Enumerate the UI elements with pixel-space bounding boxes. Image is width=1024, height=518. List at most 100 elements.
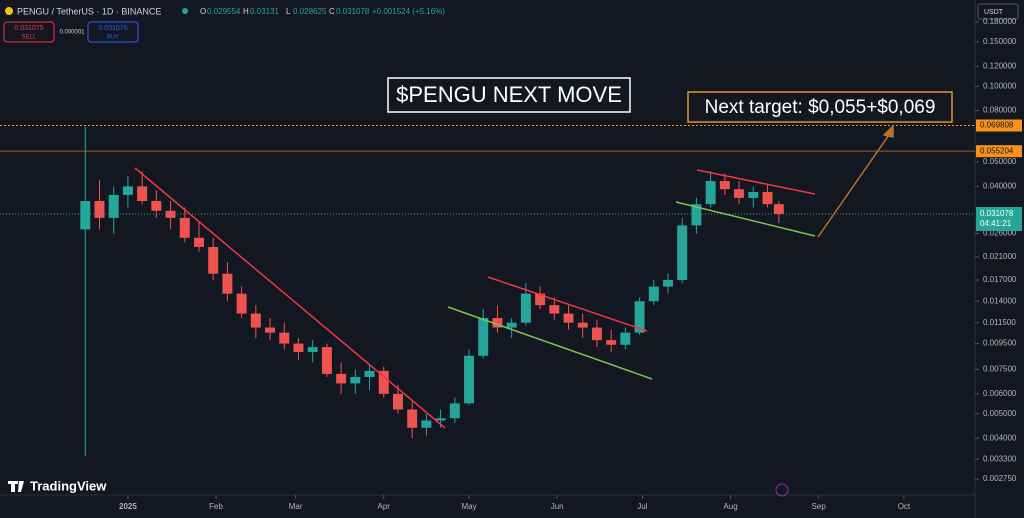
candle-body [407, 409, 418, 428]
y-tick-label: 0.021000 [983, 252, 1017, 261]
candle-body [549, 305, 560, 314]
alert-icon[interactable] [775, 483, 789, 497]
status-dot [182, 8, 188, 14]
currency-select[interactable] [977, 3, 1019, 20]
ohlc: O 0.029554 H 0.03131 L 0.028625 C 0.031078 +0.00… [200, 7, 445, 16]
candle-body [577, 322, 588, 328]
x-tick-label: Aug [723, 502, 737, 511]
trendline [487, 276, 648, 332]
candle-body [663, 279, 673, 287]
candle-body [506, 322, 517, 328]
trendline [447, 306, 653, 380]
candle-body [336, 373, 347, 384]
annotation: Next target: $0,055+$0,069 [705, 97, 936, 118]
candle-body [378, 370, 389, 394]
trendline [675, 201, 816, 237]
trendlines [134, 124, 894, 429]
y-tick-label: 0.006000 [983, 389, 1017, 398]
ohlc-key: L [286, 7, 291, 16]
trendline [134, 167, 446, 429]
candle-body [762, 192, 773, 205]
candle-body [80, 201, 91, 230]
candle-body [236, 293, 247, 314]
candle-body [492, 318, 503, 328]
y-tick-label: 0.014000 [983, 296, 1017, 305]
price-label: 0.069808 [980, 121, 1014, 130]
y-tick-label: 0.005000 [983, 409, 1017, 418]
candle-body [165, 210, 176, 218]
annotation-box [687, 91, 953, 123]
candle-body [350, 376, 361, 384]
ohlc-value: 0.03131 [250, 7, 279, 16]
x-tick-label: Jul [637, 502, 647, 511]
candle-body [250, 313, 261, 328]
candle-body [648, 286, 659, 302]
candle-body [421, 420, 432, 428]
candle-body [94, 201, 105, 218]
candle-body [748, 192, 759, 198]
y-tick-label: 0.003300 [983, 454, 1017, 463]
sell-price: 0.031075 [14, 25, 43, 32]
buy-price: 0.031076 [98, 25, 127, 32]
arrow [817, 131, 892, 238]
logo: TradingView [30, 478, 107, 493]
buy-button[interactable] [87, 21, 139, 43]
candle-body [151, 201, 162, 211]
candle-body [606, 340, 617, 345]
x-tick-label: Oct [898, 502, 911, 511]
x-tick-label: May [461, 502, 476, 511]
y-tick-label: 0.120000 [983, 61, 1017, 70]
sell-label: SELL [22, 35, 37, 41]
candle-body [321, 347, 332, 374]
candle-body [279, 332, 290, 344]
candle-body [194, 237, 204, 247]
candle-body [478, 318, 489, 356]
y-tick-label: 0.180000 [983, 17, 1017, 26]
candle-body [137, 186, 148, 202]
x-tick-label: Jun [551, 502, 564, 511]
buy-label: BUY [107, 35, 119, 41]
y-tick-label: 0.040000 [983, 182, 1017, 191]
candle-body [719, 181, 730, 190]
logo-icon [8, 481, 24, 492]
candle-body [293, 343, 304, 352]
candle-body [464, 355, 474, 404]
chart-title: $PENGU NEXT MOVE [396, 82, 622, 107]
plot [0, 125, 975, 456]
candle-body [222, 273, 233, 294]
currency: USDT [984, 9, 1004, 16]
candle-body [307, 347, 318, 352]
y-tick-label: 0.017000 [983, 275, 1017, 284]
x-tick-label: Apr [378, 502, 391, 511]
ohlc-key: C [329, 7, 335, 16]
candle-body [620, 332, 631, 345]
countdown: 04:41:21 [980, 219, 1012, 228]
candle-body [449, 403, 460, 419]
x-tick-label: Sep [812, 502, 827, 511]
candle-body [634, 301, 645, 333]
candle-body [734, 189, 745, 198]
y-tick-label: 0.004000 [983, 433, 1017, 442]
sell-button[interactable] [3, 21, 55, 43]
title-box [387, 77, 631, 113]
arrow-head [882, 124, 894, 138]
candle-body [179, 217, 190, 238]
trendline [696, 169, 816, 195]
price-label-box [976, 145, 1022, 158]
ohlc-value: 0.028625 [293, 7, 327, 16]
candle-body [591, 327, 602, 341]
candle-body [677, 225, 688, 280]
y-tick-label: 0.007500 [983, 365, 1017, 374]
last-price-box [976, 206, 1022, 231]
candle-body [265, 327, 276, 333]
candle-body [773, 204, 784, 214]
y-tick-label: 0.009500 [983, 339, 1017, 348]
candle-body [520, 293, 531, 323]
candle-body [364, 370, 375, 377]
candle-body [563, 313, 574, 323]
change: +0.001524 (+5.16%) [372, 7, 445, 16]
y-tick-label: 0.026000 [983, 229, 1017, 238]
candle-body [122, 186, 133, 195]
